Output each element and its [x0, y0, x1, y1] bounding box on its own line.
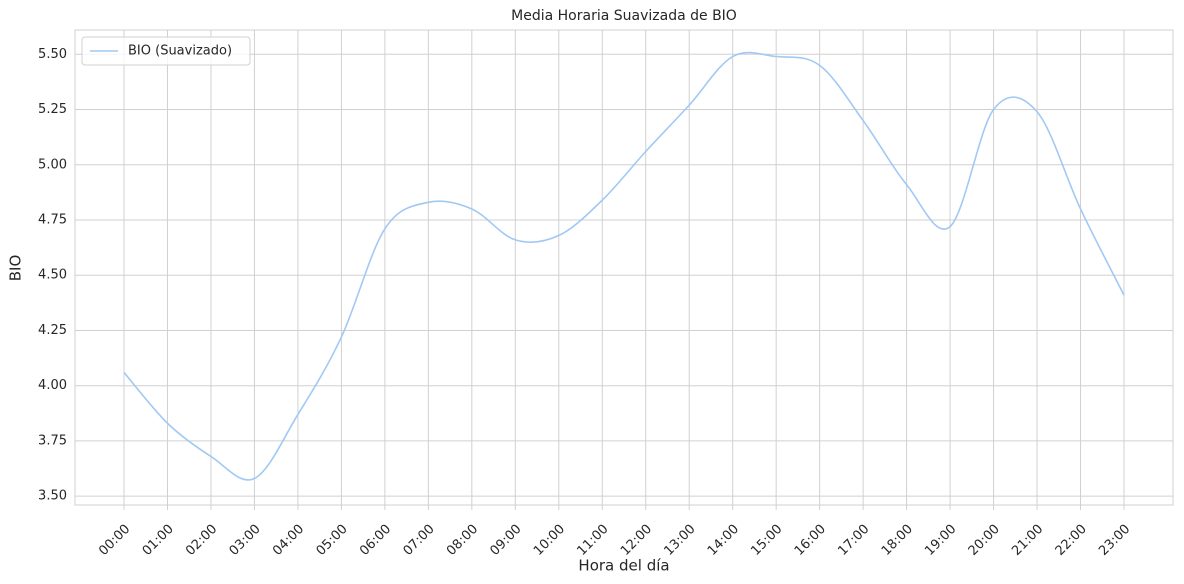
x-tick-label: 09:00 — [488, 522, 525, 559]
x-tick-label: 16:00 — [792, 522, 829, 559]
y-tick-label: 5.25 — [38, 102, 67, 117]
legend-label: BIO (Suavizado) — [128, 44, 232, 59]
plot-frame — [74, 29, 1174, 506]
y-tick-label: 3.50 — [38, 489, 67, 504]
x-tick-label: 23:00 — [1096, 522, 1133, 559]
x-tick-label: 01:00 — [140, 522, 177, 559]
y-tick-label: 5.50 — [38, 47, 67, 62]
y-tick-label: 5.00 — [38, 157, 67, 172]
y-tick-label: 3.75 — [38, 433, 67, 448]
y-tick-label: 4.25 — [38, 323, 67, 338]
y-tick-label: 4.00 — [38, 378, 67, 393]
x-tick-label: 19:00 — [922, 522, 959, 559]
data-line — [123, 51, 1125, 481]
y-tick-label: 4.50 — [38, 268, 67, 283]
legend-box — [81, 36, 251, 66]
chart-title: Media Horaria Suavizada de BIO — [511, 8, 737, 24]
x-tick-label: 20:00 — [966, 522, 1003, 559]
x-tick-label: 13:00 — [661, 522, 698, 559]
x-tick-label: 11:00 — [574, 522, 611, 559]
x-tick-label: 15:00 — [748, 522, 785, 559]
x-tick-label: 02:00 — [183, 522, 220, 559]
x-tick-label: 07:00 — [401, 522, 438, 559]
y-axis-label: BIO — [7, 255, 25, 282]
x-tick-label: 18:00 — [879, 522, 916, 559]
y-tick-label: 4.75 — [38, 213, 67, 228]
x-tick-label: 06:00 — [357, 522, 394, 559]
x-tick-label: 00:00 — [96, 522, 133, 559]
x-tick-label: 17:00 — [835, 522, 872, 559]
x-tick-label: 10:00 — [531, 522, 568, 559]
x-tick-label: 22:00 — [1053, 522, 1090, 559]
x-axis-label: Hora del día — [578, 557, 669, 575]
x-tick-label: 21:00 — [1009, 522, 1046, 559]
x-tick-label: 04:00 — [270, 522, 307, 559]
x-tick-label: 08:00 — [444, 522, 481, 559]
x-tick-label: 12:00 — [618, 522, 655, 559]
x-tick-label: 03:00 — [227, 522, 264, 559]
x-tick-label: 14:00 — [705, 522, 742, 559]
x-tick-label: 05:00 — [314, 522, 351, 559]
